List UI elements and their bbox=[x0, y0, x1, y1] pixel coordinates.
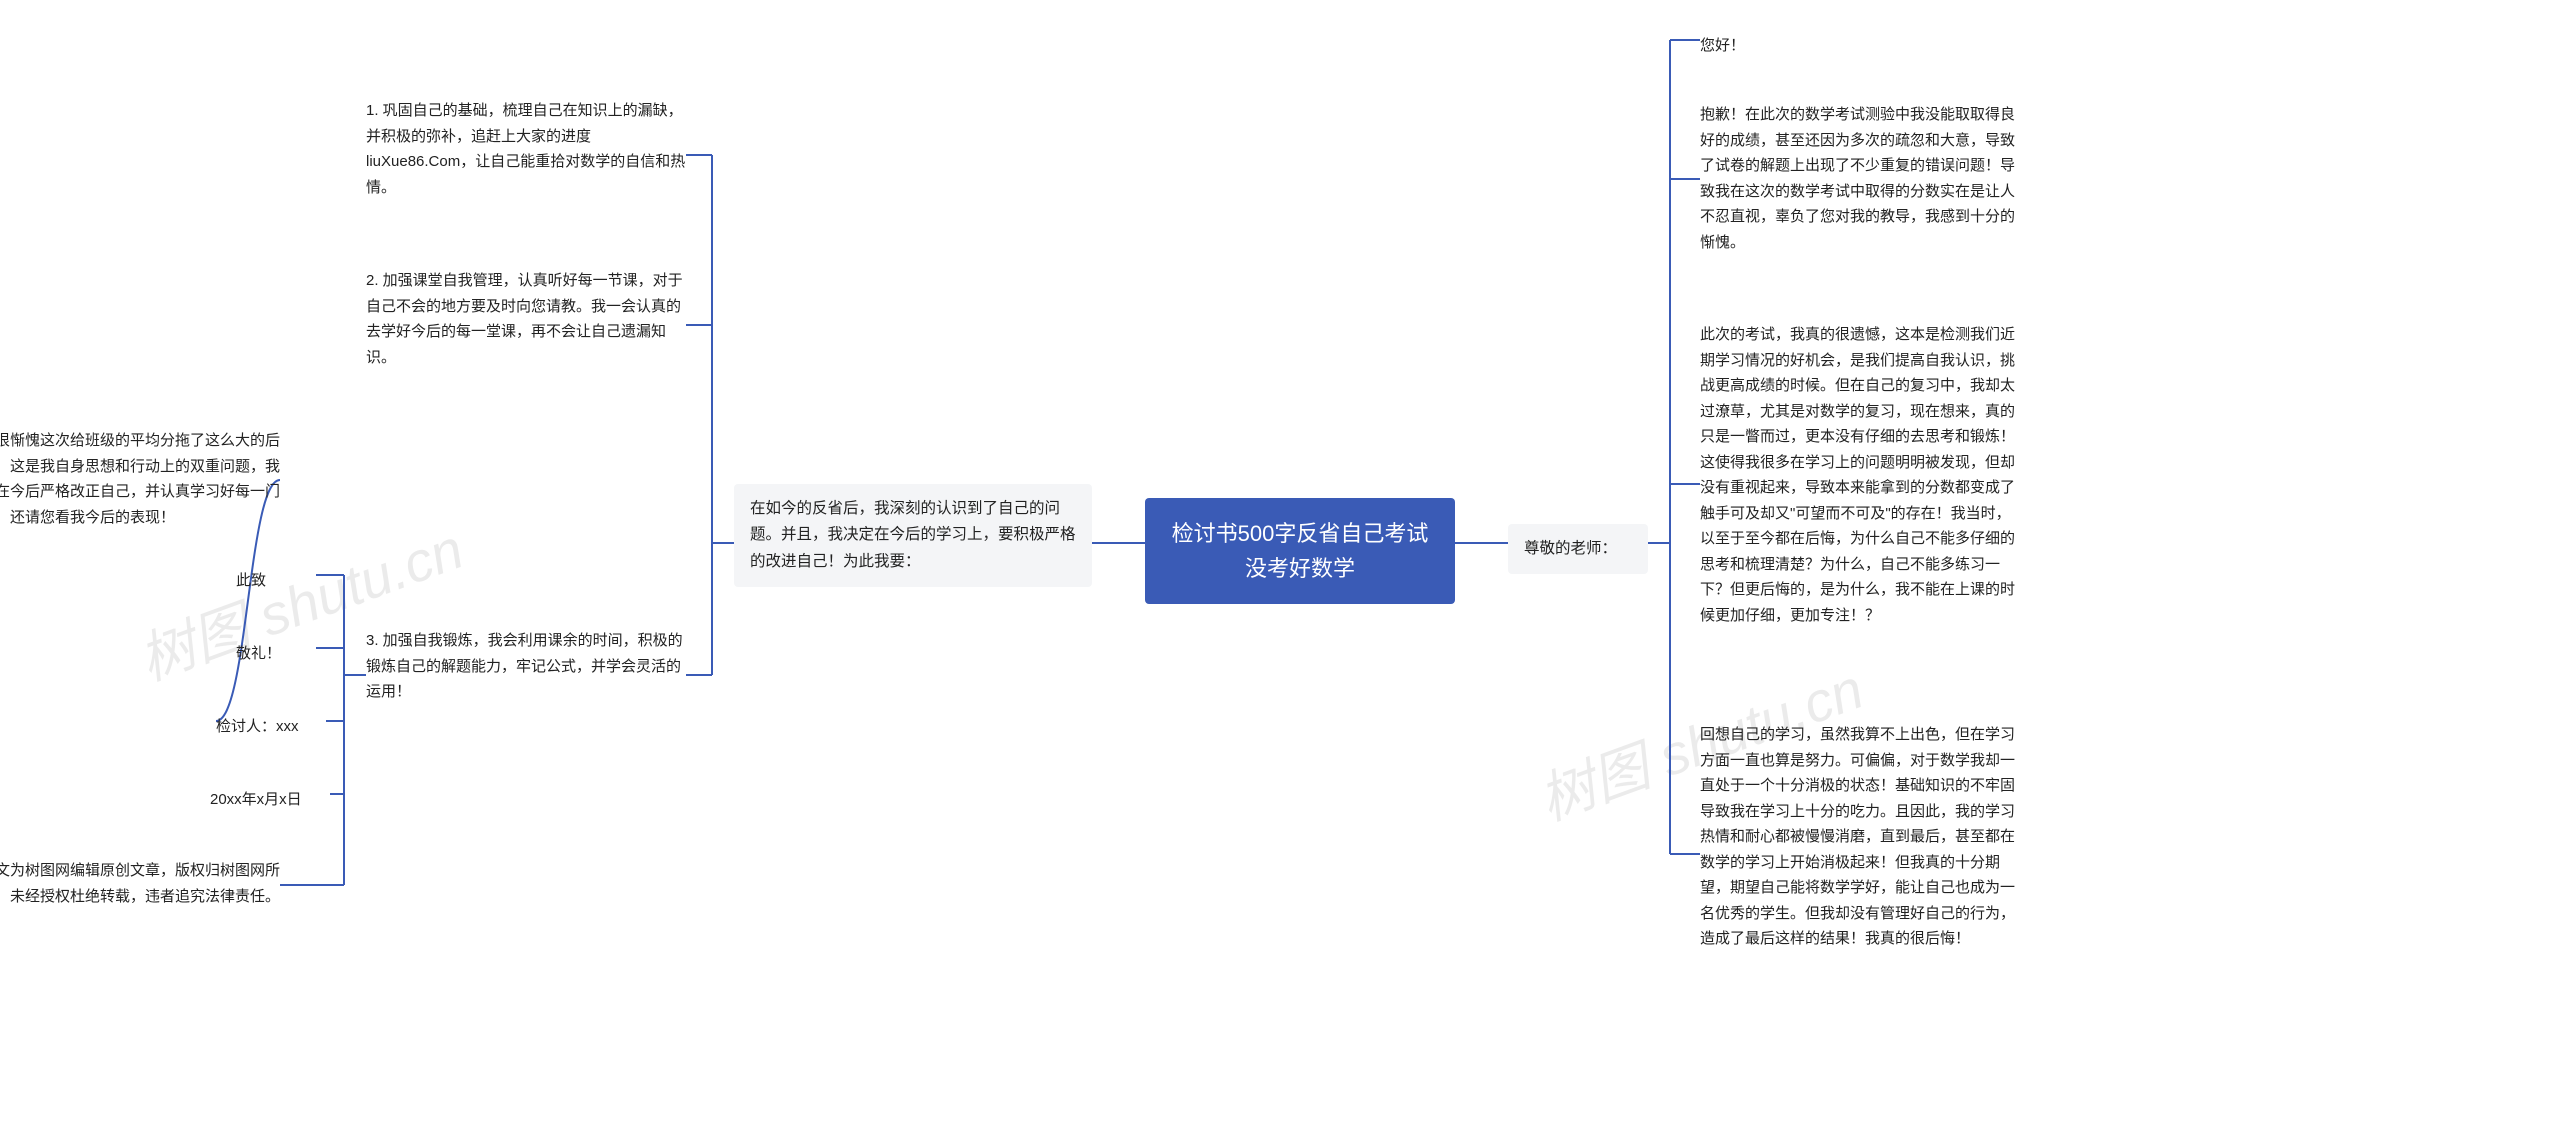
left-leaf-2: 2. 加强课堂自我管理，认真听好每一节课，对于自己不会的地方要及时向您请教。我一… bbox=[366, 260, 686, 378]
sub-item-copyright: 本文为树图网编辑原创文章，版权归树图网所有，未经授权杜绝转载，违者追究法律责任。 bbox=[0, 850, 280, 917]
sub-item-jiantaoren: 检讨人：xxx bbox=[216, 706, 326, 748]
sub-item-cizhi: 此致 bbox=[236, 560, 316, 602]
right-leaf-1: 您好！ bbox=[1700, 25, 1780, 67]
mindmap-root: 检讨书500字反省自己考试没考好数学 bbox=[1145, 498, 1455, 604]
left-leaf-1: 1. 巩固自己的基础，梳理自己在知识上的漏缺，并积极的弥补，追赶上大家的进度li… bbox=[366, 90, 686, 208]
branch-right: 尊敬的老师： bbox=[1508, 524, 1648, 574]
sub-item-date: 20xx年x月x日 bbox=[210, 779, 330, 821]
branch-left: 在如今的反省后，我深刻的认识到了自己的问题。并且，我决定在今后的学习上，要积极严… bbox=[734, 484, 1092, 587]
sub-item-jingli: 敬礼！ bbox=[236, 633, 316, 675]
left-leaf-3: 3. 加强自我锻炼，我会利用课余的时间，积极的锻炼自己的解题能力，牢记公式，并学… bbox=[366, 620, 686, 713]
right-leaf-4: 回想自己的学习，虽然我算不上出色，但在学习方面一直也算是努力。可偏偏，对于数学我… bbox=[1700, 714, 2020, 960]
right-leaf-2: 抱歉！在此次的数学考试测验中我没能取取得良好的成绩，甚至还因为多次的疏忽和大意，… bbox=[1700, 94, 2020, 263]
sub-sub-apology: 我很惭愧这次给班级的平均分拖了这么大的后腿，这是我自身思想和行动上的双重问题，我… bbox=[0, 420, 280, 538]
right-leaf-3: 此次的考试，我真的很遗憾，这本是检测我们近期学习情况的好机会，是我们提高自我认识… bbox=[1700, 314, 2020, 636]
